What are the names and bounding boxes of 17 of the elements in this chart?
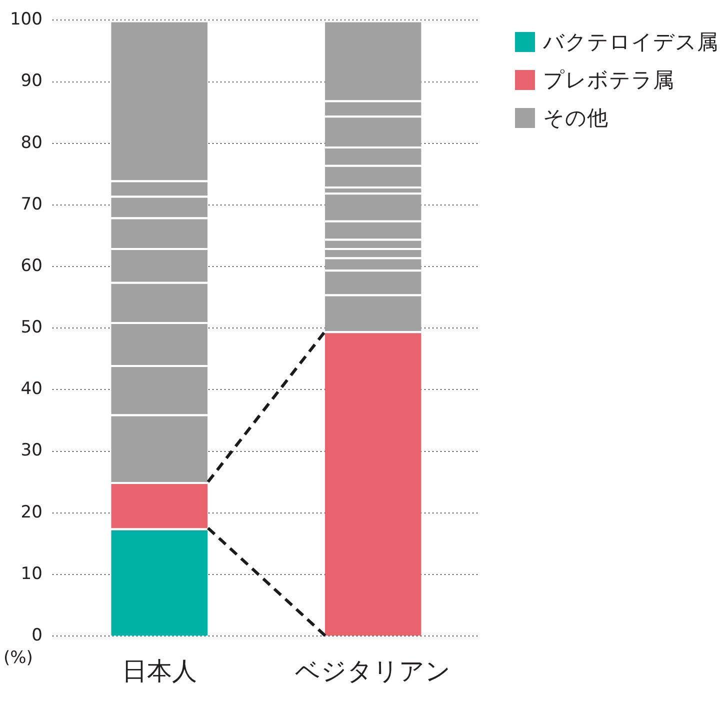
x-tick-label: ベジタリアン: [295, 656, 452, 686]
y-tick-label: 60: [20, 256, 42, 276]
y-tick-label: 80: [20, 132, 42, 153]
legend-label: プレボテラ属: [543, 67, 674, 94]
y-tick-label: 30: [20, 440, 42, 461]
y-tick-label: 100: [10, 10, 42, 30]
y-tick-label: 10: [20, 564, 42, 584]
legend-label: その他: [543, 105, 608, 132]
y-tick-label: 70: [20, 194, 42, 214]
y-tick-label: 90: [20, 71, 42, 92]
legend-label: バクテロイデス属: [543, 29, 718, 56]
x-tick-label: 日本人: [122, 656, 197, 686]
y-axis-title: (%): [4, 648, 33, 668]
y-tick-label: 20: [20, 502, 42, 522]
y-tick-label: 0: [32, 625, 42, 646]
y-tick-label: 50: [20, 318, 42, 338]
y-tick-label: 40: [20, 379, 42, 400]
